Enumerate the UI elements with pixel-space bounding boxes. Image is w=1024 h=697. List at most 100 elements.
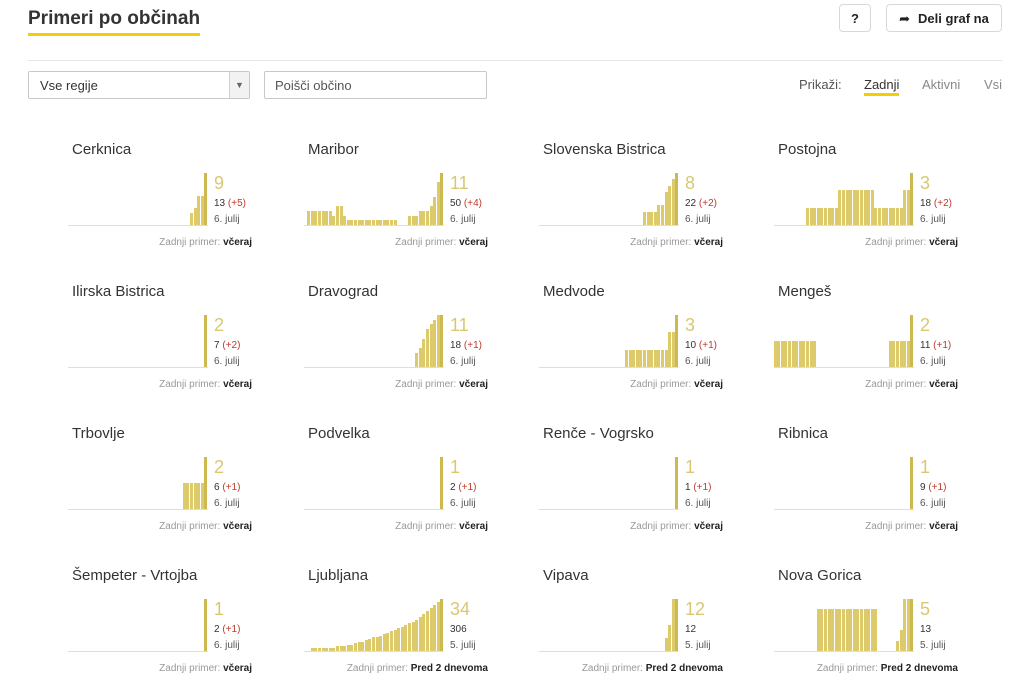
chart-bar: [795, 341, 799, 367]
municipality-card[interactable]: Ribnica 1 9 (+1) 6. julij Zadnji primer: vče…: [768, 425, 958, 555]
municipality-card[interactable]: Postojna 3 18 (+2) 6. julij Zadnji primer: v…: [768, 141, 958, 271]
chart-bar: [845, 609, 849, 651]
last-date: 6. julij: [920, 356, 946, 367]
region-select[interactable]: Vse regije ▼: [28, 71, 250, 99]
total-cases: 7 (+2): [214, 340, 240, 352]
chart-baseline: [304, 651, 444, 652]
municipality-card[interactable]: Cerknica 9 13 (+5) 6. julij Zadnji primer: v…: [62, 141, 252, 271]
chart-bar: [813, 208, 817, 225]
tab-vsi[interactable]: Vsi: [984, 77, 1003, 92]
chart-bar: [379, 220, 383, 225]
chart-bar: [816, 609, 820, 651]
chart-bar: [422, 211, 426, 225]
municipality-name: Šempeter - Vrtojba: [72, 567, 198, 584]
chart-bar: [806, 341, 809, 367]
municipality-card[interactable]: Medvode 3 10 (+1) 6. julij Zadnji primer: vč…: [533, 283, 723, 413]
chart-bar: [903, 341, 907, 367]
chart-bar: [310, 648, 314, 651]
chart-bar: [813, 341, 817, 367]
chart-bar: [903, 190, 907, 225]
total-cases-value: 2: [450, 482, 456, 493]
municipality-card[interactable]: Podvelka 1 2 (+1) 6. julij Zadnji primer: vč…: [298, 425, 488, 555]
chart-bar: [838, 190, 842, 225]
chart-bar: [838, 609, 842, 651]
municipality-card[interactable]: Ljubljana 34 306 5. julij Zadnji primer: Pre…: [298, 567, 488, 697]
municipality-name: Ilirska Bistrica: [72, 283, 165, 300]
chart-bar: [426, 211, 429, 225]
chart-bar: [440, 457, 444, 509]
chart-bar: [426, 329, 429, 367]
recent-cases-value: 2: [214, 315, 225, 335]
chart-bar: [197, 483, 201, 509]
recent-cases-value: 1: [214, 599, 225, 619]
chart-bar: [820, 208, 824, 225]
chart-bar: [433, 320, 437, 367]
chevron-down-icon[interactable]: ▼: [229, 72, 249, 98]
municipality-name: Dravograd: [308, 283, 379, 300]
chart-bar: [874, 208, 878, 225]
chart-bar: [892, 341, 896, 367]
chart-bar: [860, 190, 863, 225]
municipality-card[interactable]: Slovenska Bistrica 8 22 (+2) 6. julij Zadnji…: [533, 141, 723, 271]
last-case: Zadnji primer: včeraj: [395, 521, 488, 533]
municipality-card[interactable]: Nova Gorica 5 13 5. julij Zadnji primer: Pre…: [768, 567, 958, 697]
last-case-value: včeraj: [459, 379, 488, 390]
chart-bar: [200, 483, 204, 509]
municipality-card[interactable]: Šempeter - Vrtojba 1 2 (+1) 6. julij Zadnji …: [62, 567, 252, 697]
municipality-card[interactable]: Dravograd 11 18 (+1) 6. julij Zadnji primer:…: [298, 283, 488, 413]
chart-baseline: [304, 509, 444, 510]
last-case-value: včeraj: [694, 379, 723, 390]
chart-bar: [332, 216, 336, 225]
chart-bar: [671, 179, 675, 225]
share-button[interactable]: ➦ Deli graf na: [886, 4, 1002, 32]
tab-zadnji[interactable]: Zadnji: [864, 77, 900, 96]
last-date: 6. julij: [920, 498, 946, 509]
last-case: Zadnji primer: včeraj: [395, 237, 488, 249]
tab-aktivni[interactable]: Aktivni: [922, 77, 961, 92]
total-cases: 1 (+1): [685, 482, 711, 494]
municipality-card[interactable]: Vipava 12 12 5. julij Zadnji primer: Pred 2 …: [533, 567, 723, 697]
chart-bar: [639, 350, 643, 367]
chart-bar: [899, 630, 903, 651]
chart-bar: [310, 211, 314, 225]
last-date: 6. julij: [214, 214, 240, 225]
municipality-card[interactable]: Mengeš 2 11 (+1) 6. julij Zadnji primer: vče…: [768, 283, 958, 413]
delta-value: (+1): [698, 340, 717, 351]
total-cases-value: 13: [920, 624, 932, 635]
chart-bar: [910, 599, 914, 651]
chart-bar: [849, 609, 853, 651]
municipality-card[interactable]: Trbovlje 2 6 (+1) 6. julij Zadnji primer: vč…: [62, 425, 252, 555]
delta-value: (+1): [222, 482, 241, 493]
help-button[interactable]: ?: [839, 4, 871, 32]
chart-bar: [336, 646, 339, 651]
total-cases-value: 306: [450, 624, 467, 635]
last-case-value: včeraj: [929, 521, 958, 532]
chart-bar: [325, 211, 329, 225]
municipality-card[interactable]: Maribor 11 50 (+4) 6. julij Zadnji primer: v…: [298, 141, 488, 271]
chart-bar: [440, 315, 444, 367]
total-cases: 11 (+1): [920, 340, 951, 352]
recent-cases-value: 3: [920, 173, 931, 193]
chart-bar: [657, 350, 661, 367]
chart-bar: [372, 637, 375, 651]
chart-bar: [328, 211, 332, 225]
last-date: 6. julij: [920, 214, 946, 225]
total-cases: 2 (+1): [214, 624, 240, 636]
search-input[interactable]: [264, 71, 487, 99]
last-case: Zadnji primer: včeraj: [630, 379, 723, 391]
last-case: Zadnji primer: Pred 2 dnevoma: [582, 663, 723, 675]
chart-bar: [791, 341, 795, 367]
last-case-label: Zadnji primer:: [346, 663, 408, 674]
chart-bar: [343, 646, 347, 651]
chart-bar: [386, 220, 390, 225]
last-case-label: Zadnji primer:: [395, 379, 457, 390]
chart-baseline: [774, 651, 914, 652]
municipality-card[interactable]: Renče - Vogrsko 1 1 (+1) 6. julij Zadnji pri…: [533, 425, 723, 555]
chart-bar: [368, 639, 372, 651]
chart-bar: [350, 645, 354, 651]
chart-bar: [646, 350, 650, 367]
chart-bar: [842, 609, 845, 651]
recent-cases-value: 11: [450, 315, 469, 335]
chart-bar: [418, 617, 422, 651]
municipality-card[interactable]: Ilirska Bistrica 2 7 (+2) 6. julij Zadnji pr…: [62, 283, 252, 413]
